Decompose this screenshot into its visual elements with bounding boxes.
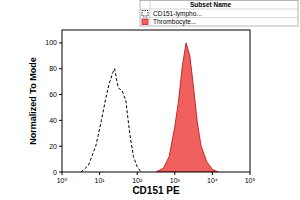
plot-area — [81, 43, 218, 172]
legend-divider — [150, 1, 151, 27]
x-tick-label: 10³ — [170, 177, 181, 184]
y-tick — [59, 120, 62, 121]
legend-label: Thrombocyte... — [153, 18, 197, 26]
legend-swatch — [142, 11, 148, 17]
legend-title: Subset Name — [190, 1, 232, 8]
y-tick — [59, 172, 62, 173]
x-tick-label: 10⁴ — [207, 177, 218, 184]
y-tick-label: 20 — [49, 143, 57, 150]
x-tick — [212, 172, 213, 175]
legend-label: CD151-lympho... — [153, 10, 202, 18]
x-tick — [174, 172, 175, 175]
x-tick — [137, 172, 138, 175]
y-axis-label: Normalized To Mode — [28, 57, 38, 144]
x-tick-label: 10¹ — [95, 177, 106, 184]
area-series — [156, 43, 218, 172]
plot-frame — [62, 30, 250, 172]
y-tick — [59, 42, 62, 43]
legend-swatch — [142, 19, 148, 25]
x-tick-label: 10² — [132, 177, 143, 184]
x-axis-label: CD151 PE — [132, 185, 180, 196]
legend-box — [140, 1, 298, 27]
legend: Subset Name CD151-lympho...Thrombocyte... — [140, 1, 298, 27]
y-tick — [59, 146, 62, 147]
x-tick — [250, 172, 251, 175]
y-tick — [59, 94, 62, 95]
y-tick-label: 80 — [49, 65, 57, 72]
y-tick-label: 40 — [49, 117, 57, 124]
y-tick-label: 60 — [49, 91, 57, 98]
line-series — [81, 69, 141, 172]
y-tick — [59, 68, 62, 69]
x-tick-label: 10⁰ — [57, 177, 68, 184]
y-tick-label: 100 — [45, 39, 57, 46]
y-tick-label: 0 — [53, 169, 57, 176]
x-tick-label: 10⁵ — [245, 177, 256, 184]
x-tick — [99, 172, 100, 175]
chart: 10⁰ 10¹ 10² 10³ 10⁴ 10⁵ 0 20 40 60 80 100 CD151 PE No… — [0, 0, 300, 200]
